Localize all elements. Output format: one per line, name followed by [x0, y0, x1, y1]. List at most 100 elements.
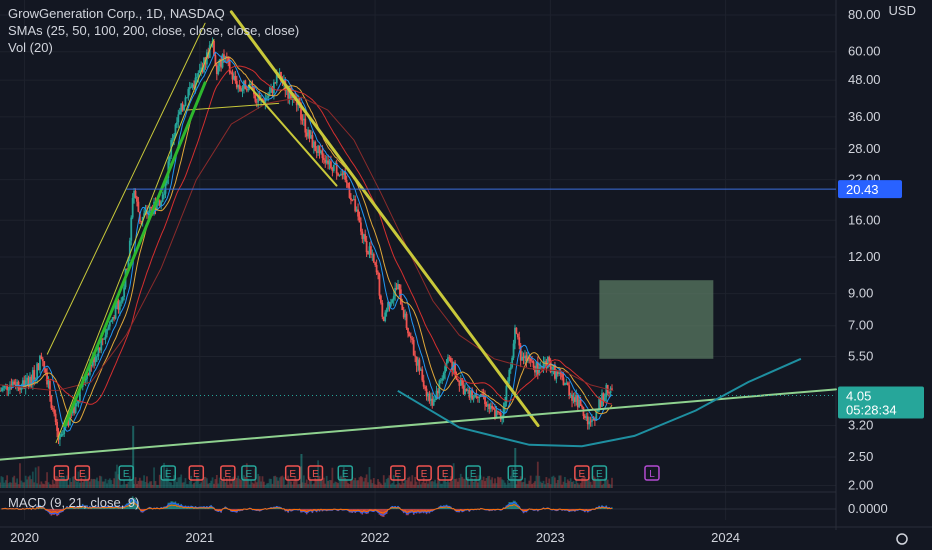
candle-body	[569, 394, 572, 396]
volume-bar	[130, 480, 133, 488]
earnings-marker-label: E	[312, 469, 319, 480]
volume-bar	[141, 480, 144, 488]
candle-body	[270, 87, 272, 93]
candle-body	[516, 333, 519, 338]
candle-body	[494, 409, 496, 418]
volume-bar	[407, 477, 409, 488]
candle-body	[512, 343, 515, 358]
volume-bar	[438, 478, 441, 488]
volume-bar	[499, 477, 502, 488]
volume-legend[interactable]: Vol (20)	[8, 40, 53, 55]
candle-body	[531, 360, 534, 362]
volume-bar	[518, 479, 521, 488]
candle-body	[111, 317, 114, 320]
volume-bar	[302, 475, 305, 488]
candle-body	[254, 94, 257, 102]
volume-bar	[476, 482, 479, 488]
candle-body	[120, 301, 123, 303]
cup-arc	[397, 357, 802, 448]
volume-bar	[524, 477, 526, 488]
candle-body	[137, 201, 140, 212]
volume-bar	[579, 483, 582, 488]
candle-body	[88, 365, 91, 375]
volume-bar	[431, 481, 434, 488]
symbol-legend[interactable]: GrowGeneration Corp., 1D, NASDAQ	[8, 6, 225, 21]
candle-body	[572, 397, 575, 401]
volume-bar	[287, 475, 290, 488]
candle-body	[401, 304, 404, 311]
volume-bar	[170, 482, 173, 488]
gear-icon[interactable]	[896, 533, 908, 545]
volume-bar	[448, 482, 451, 488]
candle-body	[505, 385, 508, 403]
volume-bar	[334, 481, 337, 488]
volume-bar	[418, 479, 421, 488]
candle-body	[0, 390, 3, 392]
volume-bar	[100, 476, 103, 488]
price-tick-label: 5.50	[848, 348, 873, 363]
earnings-marker	[390, 465, 406, 481]
volume-bar	[106, 483, 108, 488]
candle-body	[484, 396, 486, 405]
volume-bar	[213, 483, 215, 488]
candle-body	[502, 407, 505, 417]
earnings-marker	[437, 465, 453, 481]
candle-body	[414, 355, 417, 357]
volume-bar	[59, 478, 61, 488]
candle-body	[40, 355, 43, 359]
candle-body	[247, 88, 250, 91]
candle-body	[375, 265, 378, 273]
earnings-marker	[574, 465, 590, 481]
candle-body	[19, 388, 21, 390]
candle-body	[556, 371, 559, 374]
volume-bar	[401, 479, 404, 488]
macd-legend[interactable]: MACD (9, 21, close, 9)	[8, 495, 140, 510]
volume-bar	[601, 484, 603, 488]
candle-body	[39, 355, 41, 371]
volume-bar	[7, 483, 10, 488]
candle-body	[424, 386, 427, 389]
candle-body	[554, 365, 556, 379]
volume-bar	[49, 484, 51, 488]
candle-body	[121, 296, 124, 302]
volume-bar	[310, 480, 312, 488]
volume-bar	[481, 480, 484, 488]
time-axis[interactable]: 2020 2021 2022 2023 2024	[0, 526, 932, 550]
volume-bar	[330, 480, 332, 488]
volume-bar	[348, 483, 351, 488]
candle-body	[548, 357, 551, 362]
volume-bar	[173, 475, 175, 488]
volume-bar	[371, 483, 374, 488]
candle-body	[335, 163, 338, 174]
volume-bar	[465, 478, 468, 488]
price-axis[interactable]: 80.0060.0048.0036.0028.0022.0016.0012.00…	[838, 7, 924, 516]
candle-body	[482, 394, 485, 397]
volume-bar	[355, 480, 358, 488]
volume-bar	[288, 480, 291, 488]
candle-body	[221, 54, 224, 68]
price-tick-label: 48.00	[848, 72, 881, 87]
volume-bar	[555, 483, 558, 488]
volume-bar	[158, 474, 161, 488]
candle-body	[565, 382, 568, 384]
volume-bar	[492, 483, 495, 488]
volume-bar	[103, 481, 106, 488]
axis-corner	[838, 528, 932, 550]
candle-body	[104, 334, 107, 339]
candle-body	[498, 411, 501, 413]
volume-bar	[404, 477, 407, 488]
candle-body	[78, 385, 81, 401]
volume-bar	[238, 478, 241, 488]
moving-averages	[0, 51, 614, 432]
candle-body	[602, 393, 605, 402]
volume-bar	[365, 474, 368, 488]
volume-bar	[80, 477, 83, 488]
drawings[interactable]	[0, 10, 837, 461]
volume-bar	[251, 482, 254, 488]
candle-body	[332, 164, 335, 171]
candle-body	[69, 412, 71, 426]
sma-legend[interactable]: SMAs (25, 50, 100, 200, close, close, cl…	[8, 23, 300, 38]
volume-bar	[278, 477, 281, 488]
